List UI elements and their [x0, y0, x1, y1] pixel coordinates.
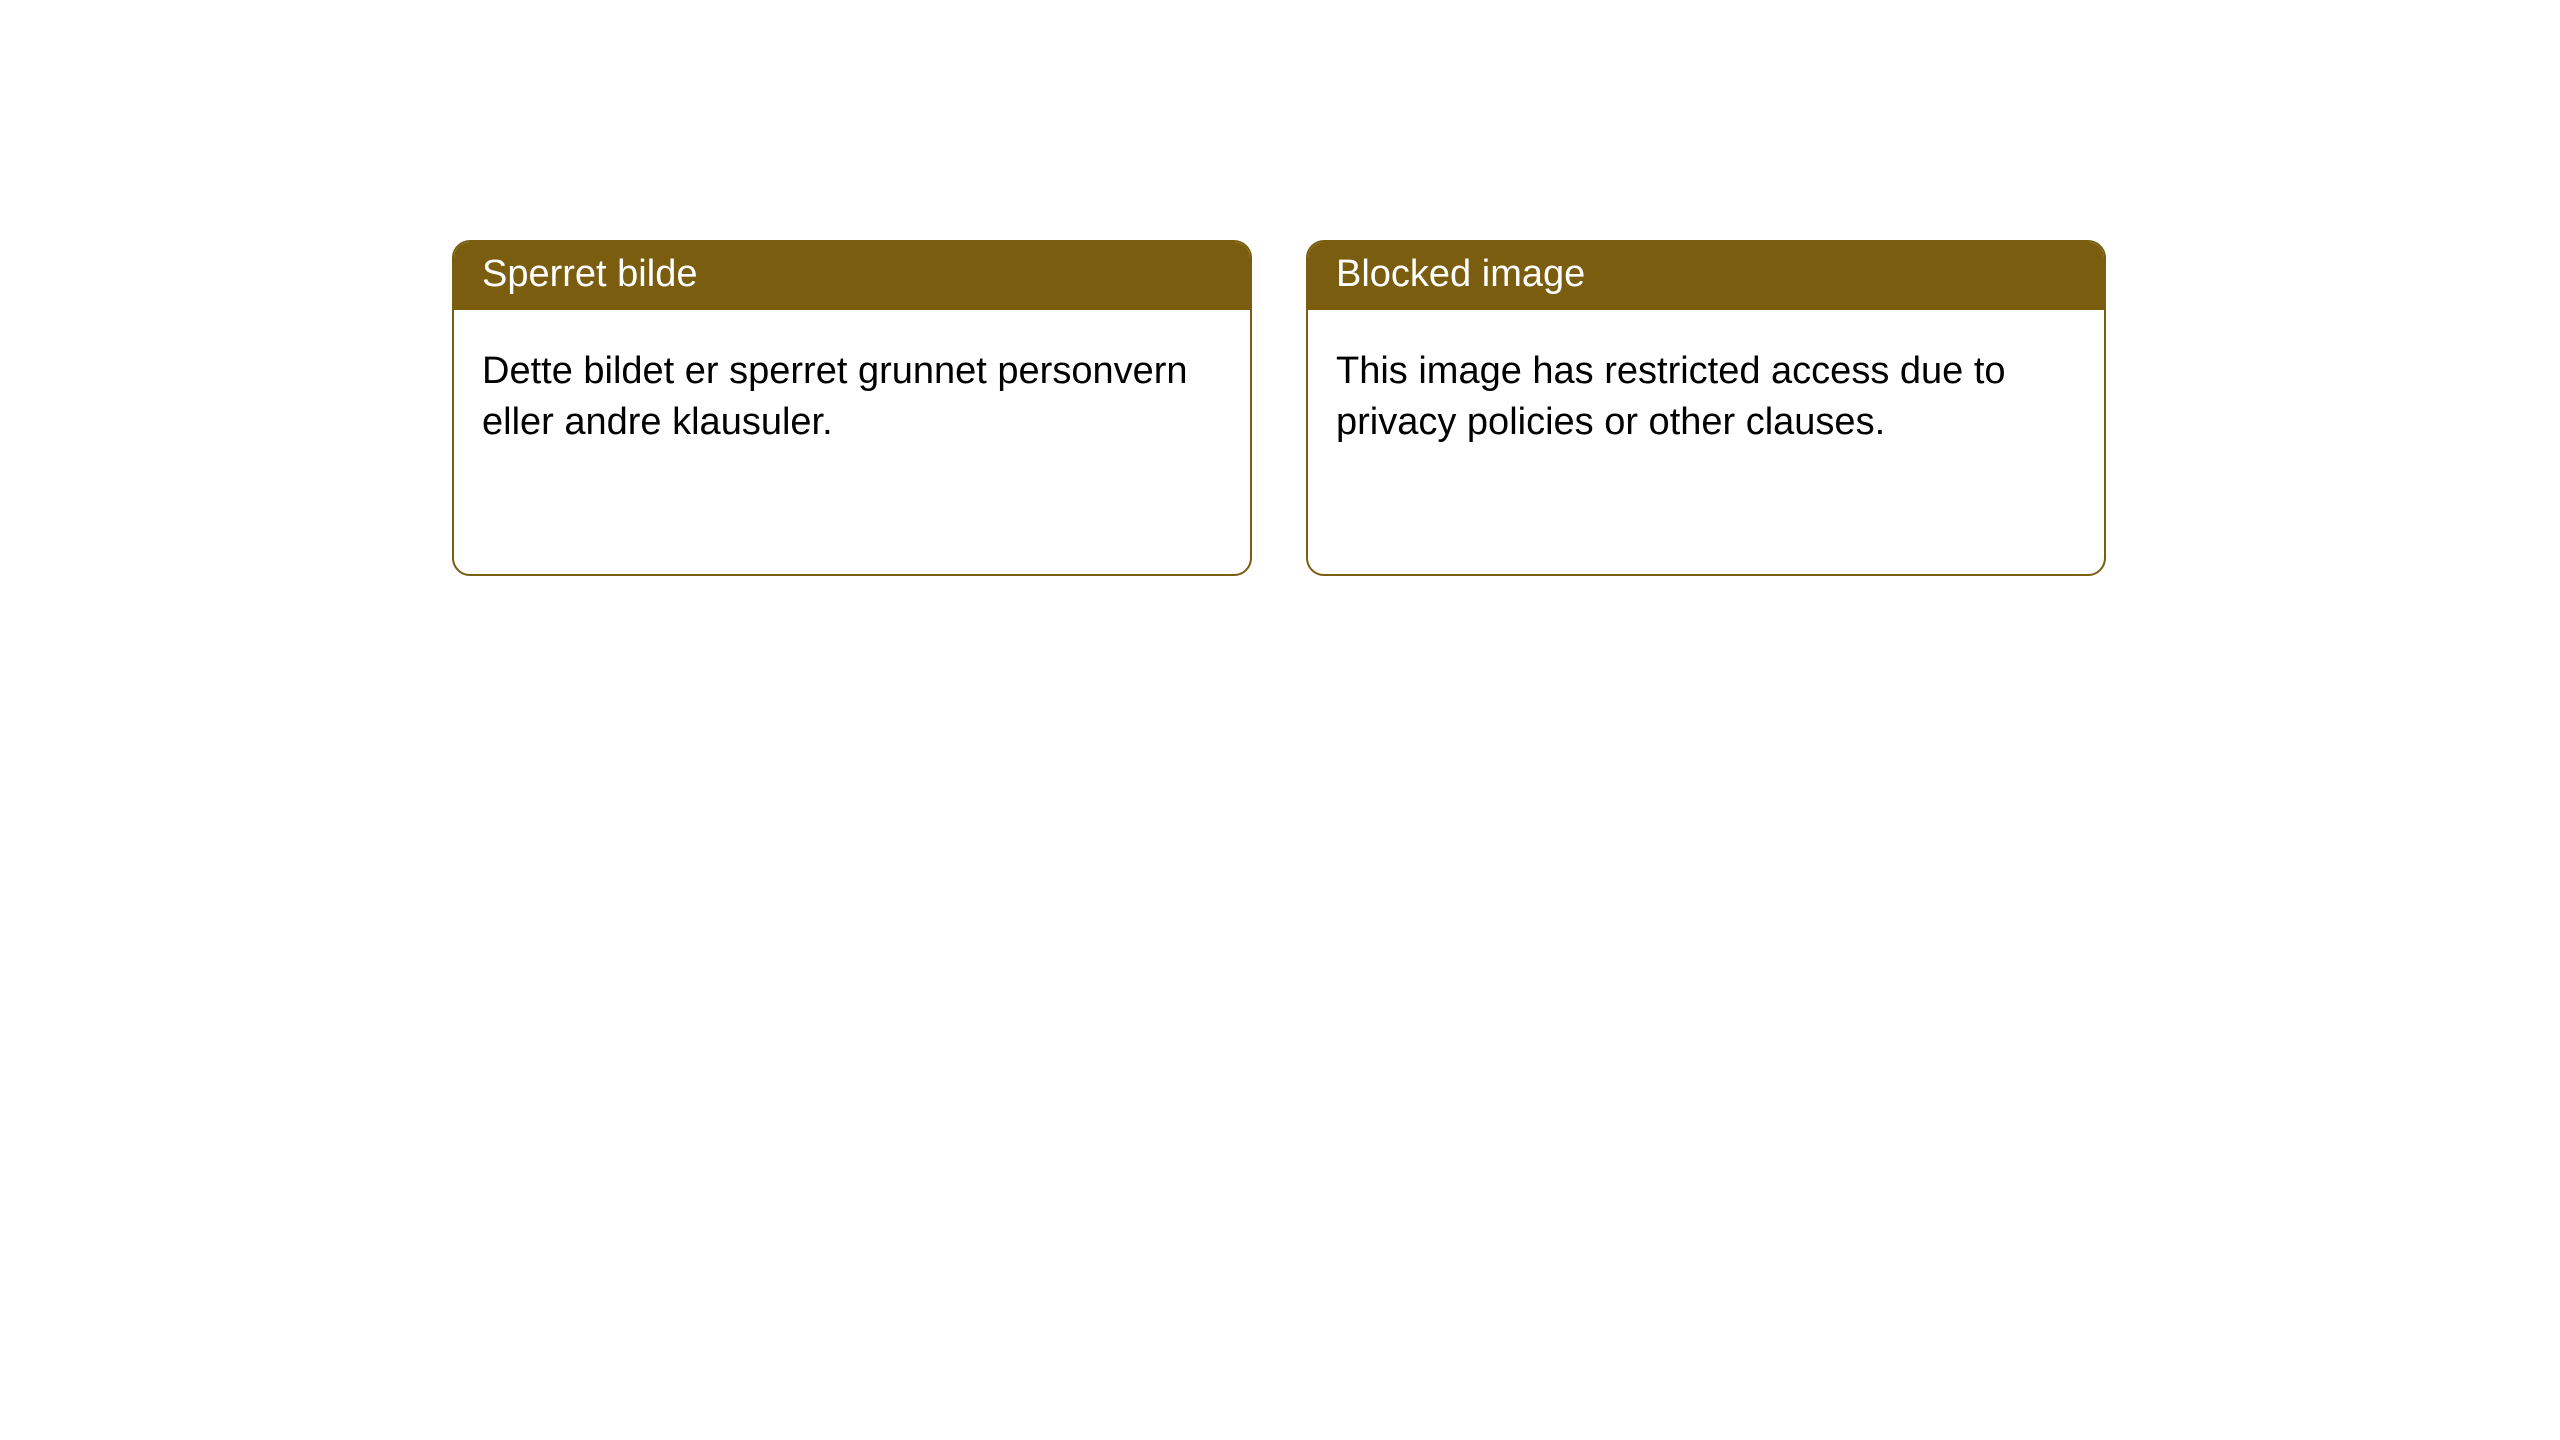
notice-body: This image has restricted access due to … — [1308, 310, 2104, 477]
notice-header: Sperret bilde — [454, 242, 1250, 310]
notice-header: Blocked image — [1308, 242, 2104, 310]
notice-body: Dette bildet er sperret grunnet personve… — [454, 310, 1250, 477]
notice-card-english: Blocked image This image has restricted … — [1306, 240, 2106, 576]
notice-container: Sperret bilde Dette bildet er sperret gr… — [0, 0, 2560, 576]
notice-card-norwegian: Sperret bilde Dette bildet er sperret gr… — [452, 240, 1252, 576]
